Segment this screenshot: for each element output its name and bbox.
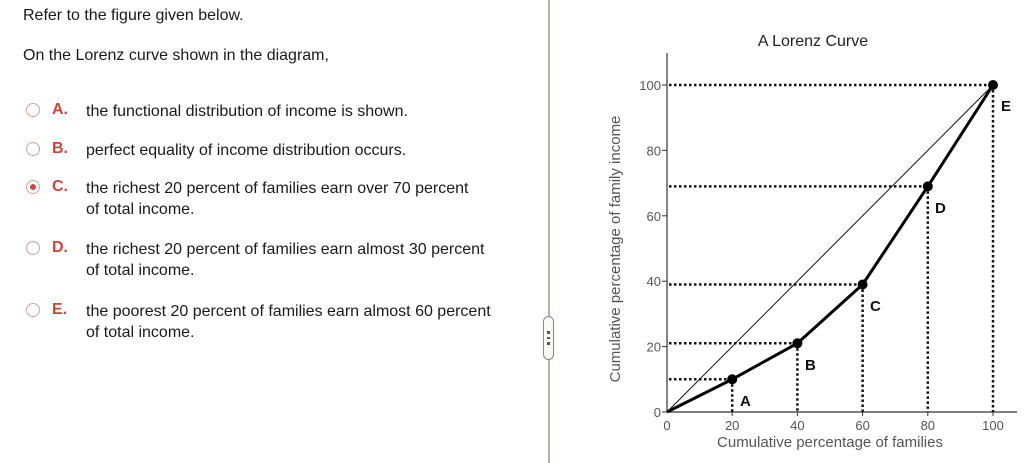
svg-text:20: 20 bbox=[725, 418, 739, 433]
svg-text:E: E bbox=[1001, 98, 1011, 115]
option-a[interactable]: A. the functional distribution of income… bbox=[26, 101, 526, 122]
question-panel: Refer to the figure given below. On the … bbox=[23, 7, 526, 343]
svg-text:C: C bbox=[870, 298, 881, 315]
option-text: the richest 20 percent of families earn … bbox=[86, 180, 469, 218]
option-letter: A. bbox=[52, 101, 68, 118]
svg-text:80: 80 bbox=[921, 418, 935, 433]
option-letter: C. bbox=[52, 178, 68, 195]
point-labels: A B C D E bbox=[740, 98, 1011, 410]
drag-handle-icon[interactable] bbox=[543, 316, 554, 360]
radio-icon[interactable] bbox=[26, 103, 40, 117]
y-ticks: 0 20 40 60 80 100 bbox=[639, 78, 667, 420]
question-intro: Refer to the figure given below. bbox=[23, 7, 244, 24]
option-letter: E. bbox=[52, 301, 68, 318]
radio-selected-icon[interactable] bbox=[26, 180, 40, 194]
y-axis-label: Cumulative percentage of family income bbox=[607, 116, 624, 383]
guide-lines bbox=[669, 83, 995, 412]
radio-icon[interactable] bbox=[26, 142, 40, 156]
option-c[interactable]: C. the richest 20 percent of families ea… bbox=[26, 178, 526, 220]
option-d[interactable]: D. the richest 20 percent of families ea… bbox=[26, 239, 526, 281]
option-letter: D. bbox=[52, 239, 68, 256]
lorenz-curve bbox=[666, 84, 995, 414]
question-stem: On the Lorenz curve shown in the diagram… bbox=[23, 47, 329, 64]
option-text: the functional distribution of income is… bbox=[86, 103, 408, 120]
svg-text:A: A bbox=[740, 393, 751, 410]
svg-text:B: B bbox=[805, 357, 816, 374]
svg-text:60: 60 bbox=[855, 418, 869, 433]
svg-text:100: 100 bbox=[982, 418, 1004, 433]
x-axis-label: Cumulative percentage of families bbox=[717, 434, 943, 451]
x-ticks: 0 20 40 60 80 100 bbox=[663, 412, 1004, 433]
panel-divider bbox=[548, 0, 550, 463]
option-text: the poorest 20 percent of families earn … bbox=[86, 303, 491, 341]
svg-text:0: 0 bbox=[654, 405, 661, 420]
chart-title: A Lorenz Curve bbox=[758, 33, 868, 50]
svg-text:40: 40 bbox=[647, 274, 661, 289]
svg-text:0: 0 bbox=[663, 418, 670, 433]
svg-text:20: 20 bbox=[647, 340, 661, 355]
option-b[interactable]: B. perfect equality of income distributi… bbox=[26, 140, 526, 161]
svg-text:60: 60 bbox=[647, 209, 661, 224]
option-text: perfect equality of income distribution … bbox=[86, 142, 407, 159]
svg-text:D: D bbox=[935, 200, 946, 217]
radio-icon[interactable] bbox=[26, 241, 40, 255]
radio-icon[interactable] bbox=[26, 303, 40, 317]
svg-text:80: 80 bbox=[647, 143, 661, 158]
equality-line bbox=[666, 84, 994, 413]
data-points bbox=[727, 80, 998, 385]
option-e[interactable]: E. the poorest 20 percent of families ea… bbox=[26, 301, 526, 343]
svg-text:40: 40 bbox=[790, 418, 804, 433]
svg-text:100: 100 bbox=[639, 78, 661, 93]
option-letter: B. bbox=[52, 140, 68, 157]
option-text: the richest 20 percent of families earn … bbox=[86, 241, 485, 279]
lorenz-chart: A Lorenz Curve 0 20 40 60 80 100 0 bbox=[607, 33, 1017, 451]
